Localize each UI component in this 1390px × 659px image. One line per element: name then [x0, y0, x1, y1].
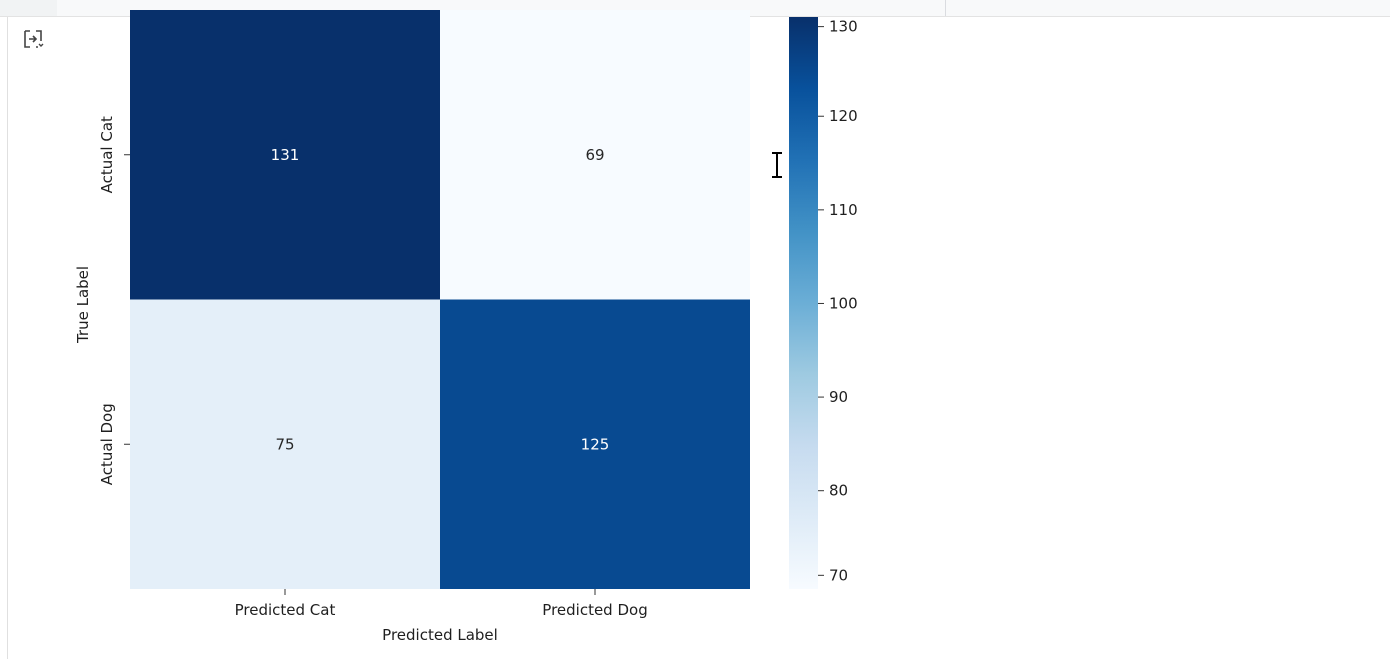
colorbar-tick-label: 80: [829, 482, 848, 500]
x-tick-label: Predicted Cat: [235, 601, 336, 619]
heatmap-cell: [440, 10, 750, 300]
cell-value-label: 131: [271, 146, 300, 164]
colorbar-tick-label: 130: [829, 18, 858, 36]
y-tick-label: Actual Dog: [98, 403, 116, 485]
cell-gutter-header: [0, 0, 57, 16]
x-tick-label: Predicted Dog: [542, 601, 647, 619]
heatmap-cell: [130, 10, 440, 300]
colorbar-tick-label: 110: [829, 201, 858, 219]
cell-value-label: 69: [585, 146, 604, 164]
cell-value-label: 125: [581, 435, 610, 453]
x-axis-label: Predicted Label: [382, 626, 498, 644]
cell-border: [7, 17, 8, 659]
y-tick-label: Actual Cat: [98, 116, 116, 193]
output-toggle-icon[interactable]: [21, 27, 45, 51]
colorbar: [789, 17, 818, 589]
toolbar-divider: [945, 0, 946, 16]
text-cursor-icon: [770, 151, 784, 179]
cell-value-label: 75: [275, 435, 294, 453]
y-axis-label: True Label: [74, 266, 92, 344]
heatmap-cell: [130, 299, 440, 589]
heatmap-cell: [440, 299, 750, 589]
colorbar-tick-label: 120: [829, 107, 858, 125]
colorbar-tick-label: 70: [829, 566, 848, 584]
colorbar-tick-label: 100: [829, 294, 858, 312]
colorbar-tick-label: 90: [829, 388, 848, 406]
